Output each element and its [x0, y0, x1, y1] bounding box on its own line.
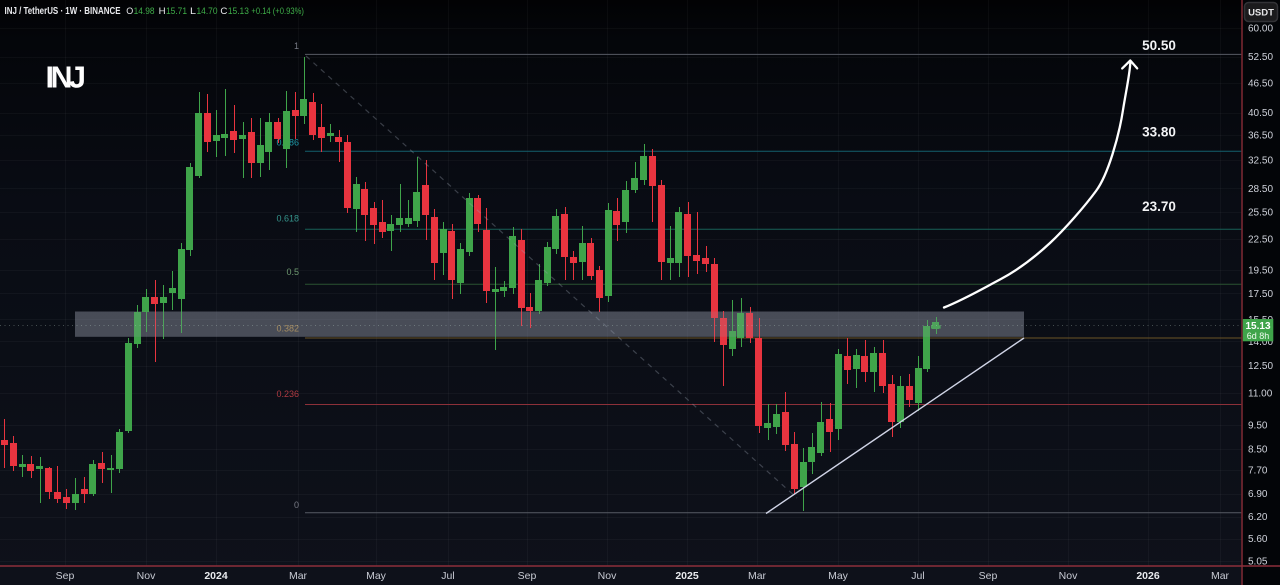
svg-text:5.05: 5.05 — [1248, 556, 1268, 567]
svg-text:5.60: 5.60 — [1248, 534, 1268, 545]
svg-text:Jul: Jul — [441, 570, 454, 582]
svg-text:Mar: Mar — [1211, 570, 1230, 582]
svg-text:2024: 2024 — [204, 570, 228, 582]
svg-text:L: L — [190, 6, 196, 17]
svg-text:Sep: Sep — [979, 570, 998, 582]
svg-text:C: C — [220, 6, 227, 17]
svg-text:60.00: 60.00 — [1248, 24, 1273, 35]
svg-text:12.50: 12.50 — [1248, 361, 1273, 372]
svg-text:Sep: Sep — [56, 570, 75, 582]
svg-text:2025: 2025 — [675, 570, 699, 582]
svg-text:May: May — [366, 570, 387, 582]
svg-text:6.90: 6.90 — [1248, 489, 1268, 500]
svg-text:6.20: 6.20 — [1248, 512, 1268, 523]
svg-text:32.50: 32.50 — [1248, 156, 1273, 167]
svg-text:0.5: 0.5 — [286, 267, 299, 277]
svg-text:Nov: Nov — [137, 570, 156, 582]
svg-text:1: 1 — [294, 41, 299, 51]
svg-text:Mar: Mar — [289, 570, 308, 582]
svg-text:9.50: 9.50 — [1248, 420, 1268, 431]
svg-text:15.13: 15.13 — [228, 6, 249, 17]
svg-text:46.50: 46.50 — [1248, 78, 1273, 89]
svg-text:52.50: 52.50 — [1248, 52, 1273, 63]
svg-text:May: May — [828, 570, 849, 582]
svg-text:H: H — [159, 6, 166, 17]
svg-text:6d 8h: 6d 8h — [1247, 331, 1270, 341]
svg-text:7.70: 7.70 — [1248, 466, 1268, 477]
svg-text:19.50: 19.50 — [1248, 266, 1273, 277]
svg-text:0.382: 0.382 — [276, 324, 299, 334]
svg-text:28.50: 28.50 — [1248, 184, 1273, 195]
svg-text:14.00: 14.00 — [1248, 337, 1273, 348]
svg-text:50.50: 50.50 — [1142, 38, 1176, 53]
svg-text:15.71: 15.71 — [166, 6, 187, 17]
svg-text:33.80: 33.80 — [1142, 124, 1176, 139]
svg-text:Nov: Nov — [1059, 570, 1078, 582]
svg-text:11.00: 11.00 — [1248, 389, 1273, 400]
svg-text:Nov: Nov — [598, 570, 617, 582]
svg-text:36.50: 36.50 — [1248, 131, 1273, 142]
svg-text:INJ / TetherUS · 1W · BINANCE: INJ / TetherUS · 1W · BINANCE — [5, 6, 121, 17]
svg-text:0: 0 — [294, 500, 299, 510]
svg-text:0.236: 0.236 — [276, 389, 299, 399]
svg-text:25.50: 25.50 — [1248, 208, 1273, 219]
svg-text:Sep: Sep — [518, 570, 537, 582]
svg-text:15.13: 15.13 — [1245, 321, 1270, 332]
svg-text:14.70: 14.70 — [197, 6, 218, 17]
svg-text:O: O — [126, 6, 133, 17]
svg-text:40.50: 40.50 — [1248, 108, 1273, 119]
svg-text:2026: 2026 — [1136, 570, 1160, 582]
svg-text:USDT: USDT — [1248, 8, 1274, 19]
svg-text:Jul: Jul — [911, 570, 924, 582]
svg-text:Mar: Mar — [748, 570, 767, 582]
svg-text:0.618: 0.618 — [276, 214, 299, 224]
svg-text:8.50: 8.50 — [1248, 444, 1268, 455]
svg-text:INJ: INJ — [46, 61, 87, 95]
svg-text:22.50: 22.50 — [1248, 235, 1273, 246]
svg-text:23.70: 23.70 — [1142, 199, 1176, 214]
svg-text:17.50: 17.50 — [1248, 289, 1273, 300]
svg-text:14.98: 14.98 — [134, 6, 155, 17]
svg-text:+0.14 (+0.93%): +0.14 (+0.93%) — [251, 6, 304, 17]
